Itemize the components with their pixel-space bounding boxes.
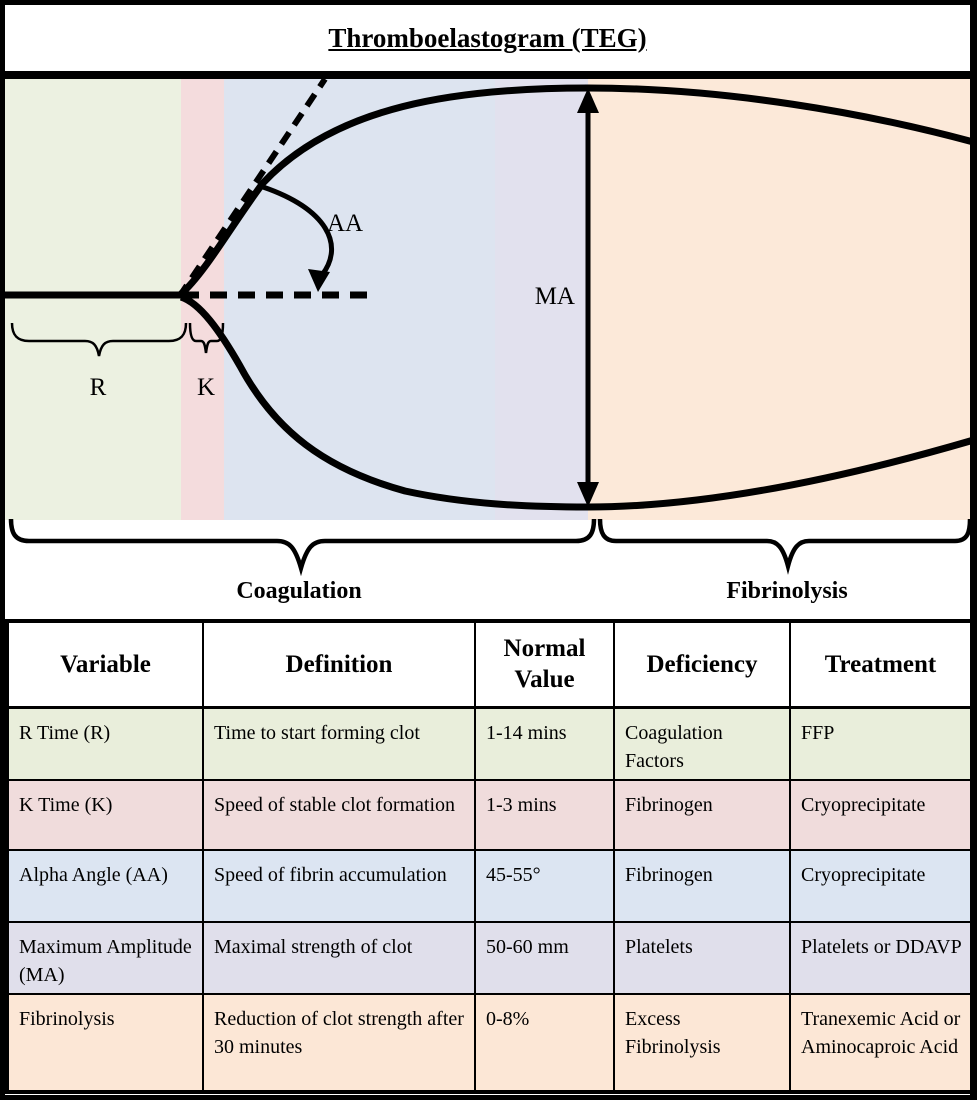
- k-label: K: [197, 374, 215, 401]
- ma-arrowhead-up: [577, 88, 599, 113]
- cell-treatment: Cryoprecipitate: [789, 778, 970, 851]
- cell-variable: Maximum Amplitude (MA): [6, 920, 204, 995]
- ma-arrowhead-down: [577, 482, 599, 507]
- teg-curve-overlay: MA AA R K Coagulation Fibrinolysis: [5, 79, 970, 604]
- cell-deficiency: Platelets: [613, 920, 791, 995]
- r-time-zone: [5, 79, 181, 520]
- alpha-angle-zone: [224, 79, 495, 520]
- r-brace: [10, 322, 188, 357]
- aa-arrowhead: [308, 269, 330, 292]
- figure-title-box: Thromboelastogram (TEG): [5, 5, 970, 79]
- cell-deficiency: Fibrinogen: [613, 778, 791, 851]
- ma-label: MA: [535, 283, 575, 310]
- cell-definition: Time to start forming clot: [202, 706, 476, 781]
- table-row-maximum-amplitude: Maximum Amplitude (MA) Maximal strength …: [6, 920, 970, 995]
- k-brace: [188, 322, 225, 354]
- teg-diagram: MA AA R K Coagulation Fibrinolysis: [5, 79, 970, 623]
- header-deficiency: Deficiency: [613, 620, 791, 708]
- aa-arrow: [262, 184, 334, 277]
- cell-normal-value: 1-14 mins: [474, 706, 615, 781]
- alpha-tangent-dashed-line: [176, 79, 328, 299]
- table-row-fibrinolysis: Fibrinolysis Reduction of clot strength …: [6, 992, 970, 1093]
- aa-label: AA: [327, 210, 363, 237]
- fibrinolysis-brace: [597, 518, 970, 575]
- maximum-amplitude-zone: [495, 79, 588, 520]
- table-row-r-time: R Time (R) Time to start forming clot 1-…: [6, 706, 970, 781]
- coagulation-brace: [8, 518, 597, 577]
- cell-deficiency: Fibrinogen: [613, 848, 791, 923]
- cell-variable: R Time (R): [6, 706, 204, 781]
- table-header-row: Variable Definition Normal Value Deficie…: [6, 620, 970, 708]
- header-treatment: Treatment: [789, 620, 970, 708]
- fibrinolysis-zone: [588, 79, 970, 520]
- cell-definition: Reduction of clot strength after 30 minu…: [202, 992, 476, 1093]
- header-definition: Definition: [202, 620, 476, 708]
- cell-variable: K Time (K): [6, 778, 204, 851]
- cell-normal-value: 1-3 mins: [474, 778, 615, 851]
- cell-normal-value: 50-60 mm: [474, 920, 615, 995]
- cell-deficiency: Coagulation Factors: [613, 706, 791, 781]
- cell-definition: Maximal strength of clot: [202, 920, 476, 995]
- teg-lower-curve: [179, 293, 970, 511]
- figure-title: Thromboelastogram (TEG): [328, 22, 647, 53]
- fibrinolysis-label: Fibrinolysis: [726, 578, 847, 604]
- cell-treatment: Tranexemic Acid or Aminocaproic Acid: [789, 992, 970, 1093]
- table-row-alpha-angle: Alpha Angle (AA) Speed of fibrin accumul…: [6, 848, 970, 923]
- header-normal-value: Normal Value: [474, 620, 615, 708]
- cell-treatment: Cryoprecipitate: [789, 848, 970, 923]
- r-label: R: [90, 374, 107, 401]
- cell-definition: Speed of fibrin accumulation: [202, 848, 476, 923]
- cell-variable: Alpha Angle (AA): [6, 848, 204, 923]
- header-variable: Variable: [6, 620, 204, 708]
- cell-treatment: Platelets or DDAVP: [789, 920, 970, 995]
- cell-normal-value: 0-8%: [474, 992, 615, 1093]
- cell-treatment: FFP: [789, 706, 970, 781]
- teg-upper-curve: [178, 84, 970, 297]
- cell-variable: Fibrinolysis: [6, 992, 204, 1093]
- cell-definition: Speed of stable clot formation: [202, 778, 476, 851]
- table-row-k-time: K Time (K) Speed of stable clot formatio…: [6, 778, 970, 851]
- cell-normal-value: 45-55°: [474, 848, 615, 923]
- coagulation-label: Coagulation: [236, 578, 361, 604]
- cell-deficiency: Excess Fibrinolysis: [613, 992, 791, 1093]
- teg-table: Variable Definition Normal Value Deficie…: [5, 619, 970, 1094]
